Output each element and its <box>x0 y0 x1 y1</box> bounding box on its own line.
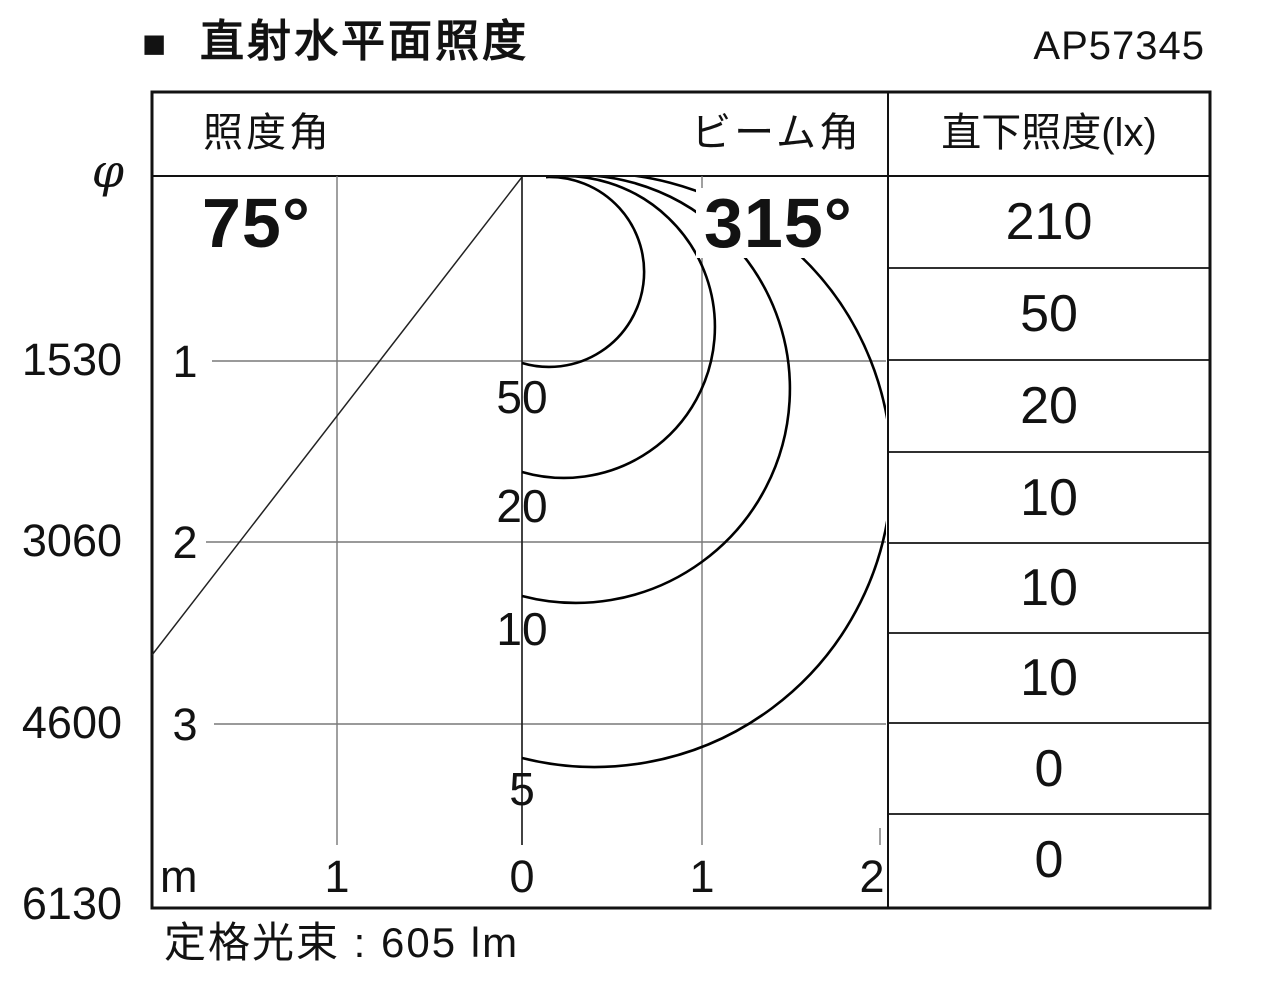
x-tick-2: 2 <box>859 851 885 902</box>
illuminance-angle-value: 75° <box>202 184 311 262</box>
isolux-label-20: 20 <box>496 480 548 532</box>
rated-flux-note: 定格光束 : 605 lm <box>164 919 520 966</box>
distance-tick-1m: 1 <box>172 336 198 387</box>
x-tick-0: 0 <box>509 851 535 902</box>
phi-axis-label: φ <box>91 144 124 198</box>
page-title: 直射水平面照度 <box>200 17 529 66</box>
table-value-row3: 20 <box>1020 377 1078 435</box>
phi-value-3m: 4600 <box>21 697 122 748</box>
illuminance-angle-header: 照度角 <box>203 111 332 155</box>
isolux-label-50: 50 <box>496 371 548 423</box>
phi-value-2m: 3060 <box>21 515 122 566</box>
isolux-label-5: 5 <box>509 763 535 815</box>
phi-value-1m: 1530 <box>21 334 122 385</box>
table-value-row7: 0 <box>1034 739 1064 798</box>
beam-angle-header: ビーム角 <box>691 111 862 155</box>
direct-illuminance-header: 直下照度(lx) <box>941 111 1157 155</box>
phi-value-4m: 6130 <box>21 878 122 929</box>
table-value-row2: 50 <box>1020 285 1078 343</box>
isolux-label-10: 10 <box>496 603 548 655</box>
table-value-row8: 0 <box>1034 831 1064 889</box>
title-marker-icon: ■ <box>142 22 167 66</box>
x-tick-minus1: 1 <box>324 851 350 902</box>
model-number: AP57345 <box>1033 24 1205 68</box>
x-axis-unit: m <box>160 851 198 902</box>
beam-angle-value: 315° <box>696 188 861 258</box>
table-value-row6: 10 <box>1020 649 1078 707</box>
distance-tick-3m: 3 <box>172 699 198 750</box>
distance-tick-2m: 2 <box>172 517 198 568</box>
table-value-row4: 10 <box>1020 468 1078 527</box>
x-tick-1: 1 <box>689 851 715 902</box>
table-value-row1: 210 <box>1005 193 1093 251</box>
table-value-row5: 10 <box>1020 559 1078 617</box>
